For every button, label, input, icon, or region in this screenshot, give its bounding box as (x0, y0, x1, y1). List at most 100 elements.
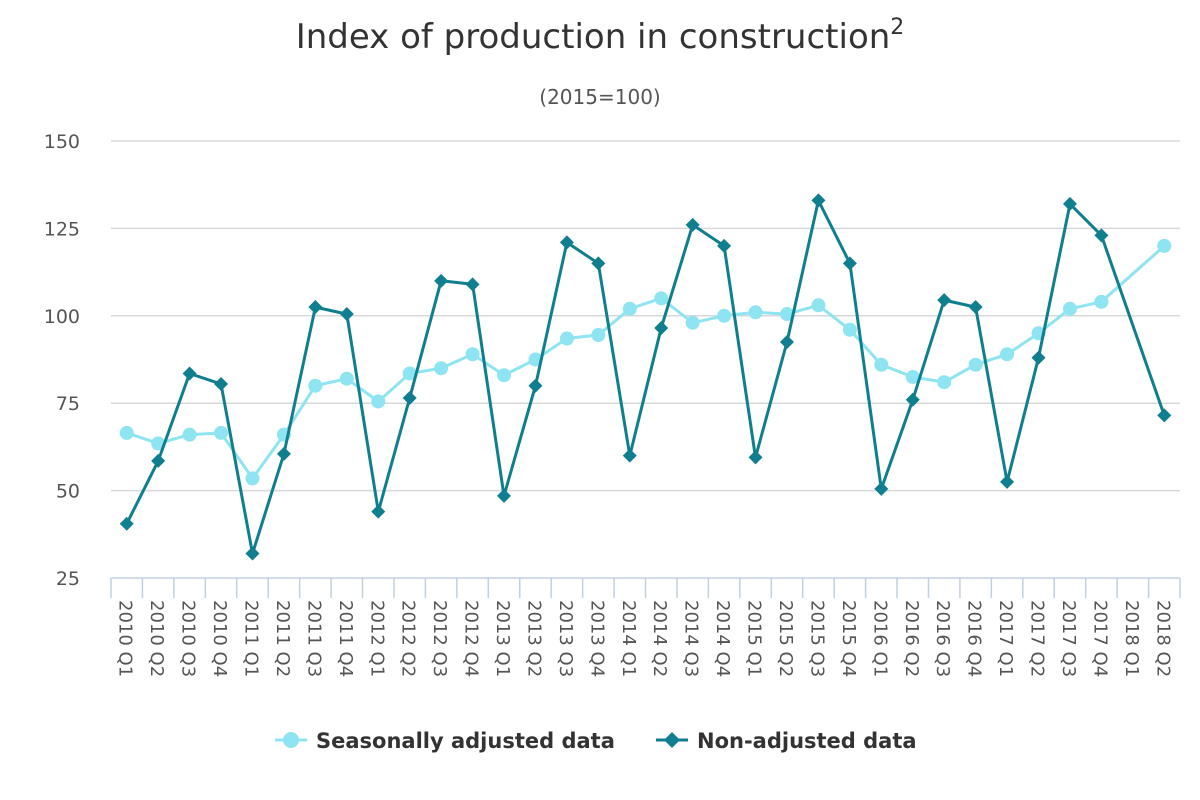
legend-item[interactable]: Non-adjusted data (656, 729, 917, 753)
x-tick-label: 2014 Q1 (618, 600, 639, 677)
x-tick-label: 2013 Q2 (523, 600, 544, 677)
x-tick-label: 2015 Q2 (775, 600, 796, 677)
series-line (125, 198, 1166, 555)
x-tick-label: 2010 Q2 (146, 600, 167, 677)
x-tick-label: 2016 Q3 (932, 600, 953, 677)
x-tick-label: 2013 Q1 (492, 600, 513, 677)
data-point (717, 238, 732, 253)
x-tick-label: 2010 Q3 (178, 600, 199, 677)
data-point (308, 300, 323, 315)
x-tick-label: 2011 Q2 (272, 600, 293, 677)
x-tick-label: 2010 Q1 (115, 600, 136, 677)
data-point (811, 193, 826, 208)
data-point (591, 328, 606, 343)
x-tick-label: 2012 Q3 (429, 600, 450, 677)
x-tick-label: 2017 Q2 (1027, 600, 1048, 677)
data-point (214, 376, 229, 391)
data-point (1062, 301, 1077, 316)
x-tick-label: 2013 Q3 (555, 600, 576, 677)
data-point (559, 331, 574, 346)
x-tick-label: 2014 Q2 (649, 600, 670, 677)
x-tick-label: 2017 Q3 (1058, 600, 1079, 677)
data-point (968, 357, 983, 372)
y-tick-label: 125 (44, 218, 80, 240)
data-point (622, 301, 637, 316)
data-point (685, 217, 700, 232)
x-tick-label: 2012 Q1 (366, 600, 387, 677)
x-tick-label: 2015 Q4 (838, 600, 859, 677)
x-tick-label: 2011 Q4 (335, 600, 356, 677)
data-point (874, 357, 889, 372)
x-axis-tick-labels: 2010 Q1 2010 Q2 2010 Q3 2010 Q4 2011 Q1 2011 … (115, 600, 1174, 677)
data-point (434, 361, 449, 376)
data-point (905, 392, 920, 407)
data-point (371, 504, 386, 519)
data-point (245, 546, 260, 561)
chart-title-main: Index of production in construction (296, 17, 891, 57)
y-tick-label: 50 (56, 481, 80, 503)
data-point (654, 321, 669, 336)
x-tick-label: 2016 Q2 (901, 600, 922, 677)
data-point (339, 371, 354, 386)
data-point (1000, 347, 1015, 362)
gridlines (111, 140, 1180, 492)
data-point (937, 293, 952, 308)
data-point (308, 378, 323, 393)
data-point (685, 315, 700, 330)
legend-label: Seasonally adjusted data (316, 729, 615, 753)
data-point (497, 368, 512, 383)
x-tick-label: 2014 Q4 (712, 600, 733, 677)
data-point (937, 375, 952, 390)
data-point (214, 425, 229, 440)
chart-title-superscript: 2 (890, 15, 904, 40)
x-tick-label: 2012 Q4 (461, 600, 482, 677)
x-tick-label: 2010 Q4 (209, 600, 230, 677)
data-point (717, 308, 732, 323)
x-tick-label: 2017 Q1 (995, 600, 1016, 677)
data-point (748, 305, 763, 320)
data-point (497, 488, 512, 503)
data-point (339, 307, 354, 322)
series-non-adjusted (119, 193, 1172, 561)
legend-label: Non-adjusted data (697, 729, 917, 753)
data-point (119, 425, 134, 440)
x-tick-label: 2014 Q3 (681, 600, 702, 677)
data-point (591, 256, 606, 271)
data-point (1157, 238, 1172, 253)
data-point (182, 427, 197, 442)
data-point (748, 450, 763, 465)
data-point (119, 516, 134, 531)
data-point (622, 448, 637, 463)
data-point (371, 394, 386, 409)
data-point (1157, 408, 1172, 423)
chart-title: Index of production in construction2 (296, 15, 905, 57)
x-tick-label: 2011 Q3 (303, 600, 324, 677)
data-point (779, 335, 794, 350)
data-point (402, 366, 417, 381)
data-point (465, 347, 480, 362)
y-tick-label: 150 (44, 131, 80, 153)
x-tick-label: 2012 Q2 (398, 600, 419, 677)
legend-item[interactable]: Seasonally adjusted data (275, 729, 615, 753)
data-point (874, 481, 889, 496)
y-axis-tick-labels: 25 50 75 100 125 150 (44, 131, 80, 590)
y-tick-label: 100 (44, 306, 80, 328)
chart-subtitle: (2015=100) (539, 85, 660, 109)
x-tick-label: 2015 Q1 (744, 600, 765, 677)
data-point (905, 369, 920, 384)
legend-marker-circle (283, 732, 299, 748)
data-point (276, 446, 291, 461)
y-tick-label: 75 (56, 393, 80, 415)
data-point (1094, 294, 1109, 309)
data-point (1094, 228, 1109, 243)
data-point (151, 453, 166, 468)
data-point (245, 471, 260, 486)
y-tick-label: 25 (56, 568, 80, 590)
legend: Seasonally adjusted data Non-adjusted dat… (275, 729, 917, 753)
data-point (968, 300, 983, 315)
data-point (559, 235, 574, 250)
data-point (842, 256, 857, 271)
series-line (126, 244, 1166, 480)
series-layer (119, 193, 1172, 561)
